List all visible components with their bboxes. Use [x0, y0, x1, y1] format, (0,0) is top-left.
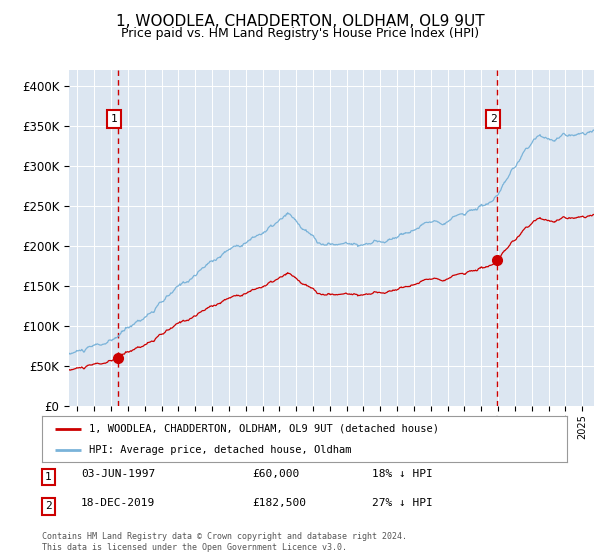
Text: 18-DEC-2019: 18-DEC-2019	[81, 498, 155, 508]
Text: Contains HM Land Registry data © Crown copyright and database right 2024.
This d: Contains HM Land Registry data © Crown c…	[42, 532, 407, 552]
Text: 2: 2	[490, 114, 497, 124]
Text: £182,500: £182,500	[252, 498, 306, 508]
Text: 1, WOODLEA, CHADDERTON, OLDHAM, OL9 9UT (detached house): 1, WOODLEA, CHADDERTON, OLDHAM, OL9 9UT …	[89, 424, 439, 434]
Text: 1: 1	[45, 472, 52, 482]
Text: 03-JUN-1997: 03-JUN-1997	[81, 469, 155, 479]
Text: 1: 1	[110, 114, 118, 124]
Text: £60,000: £60,000	[252, 469, 299, 479]
Text: 18% ↓ HPI: 18% ↓ HPI	[372, 469, 433, 479]
Text: 2: 2	[45, 501, 52, 511]
Text: 1, WOODLEA, CHADDERTON, OLDHAM, OL9 9UT: 1, WOODLEA, CHADDERTON, OLDHAM, OL9 9UT	[116, 14, 484, 29]
Text: Price paid vs. HM Land Registry's House Price Index (HPI): Price paid vs. HM Land Registry's House …	[121, 27, 479, 40]
Text: HPI: Average price, detached house, Oldham: HPI: Average price, detached house, Oldh…	[89, 445, 352, 455]
Text: 27% ↓ HPI: 27% ↓ HPI	[372, 498, 433, 508]
